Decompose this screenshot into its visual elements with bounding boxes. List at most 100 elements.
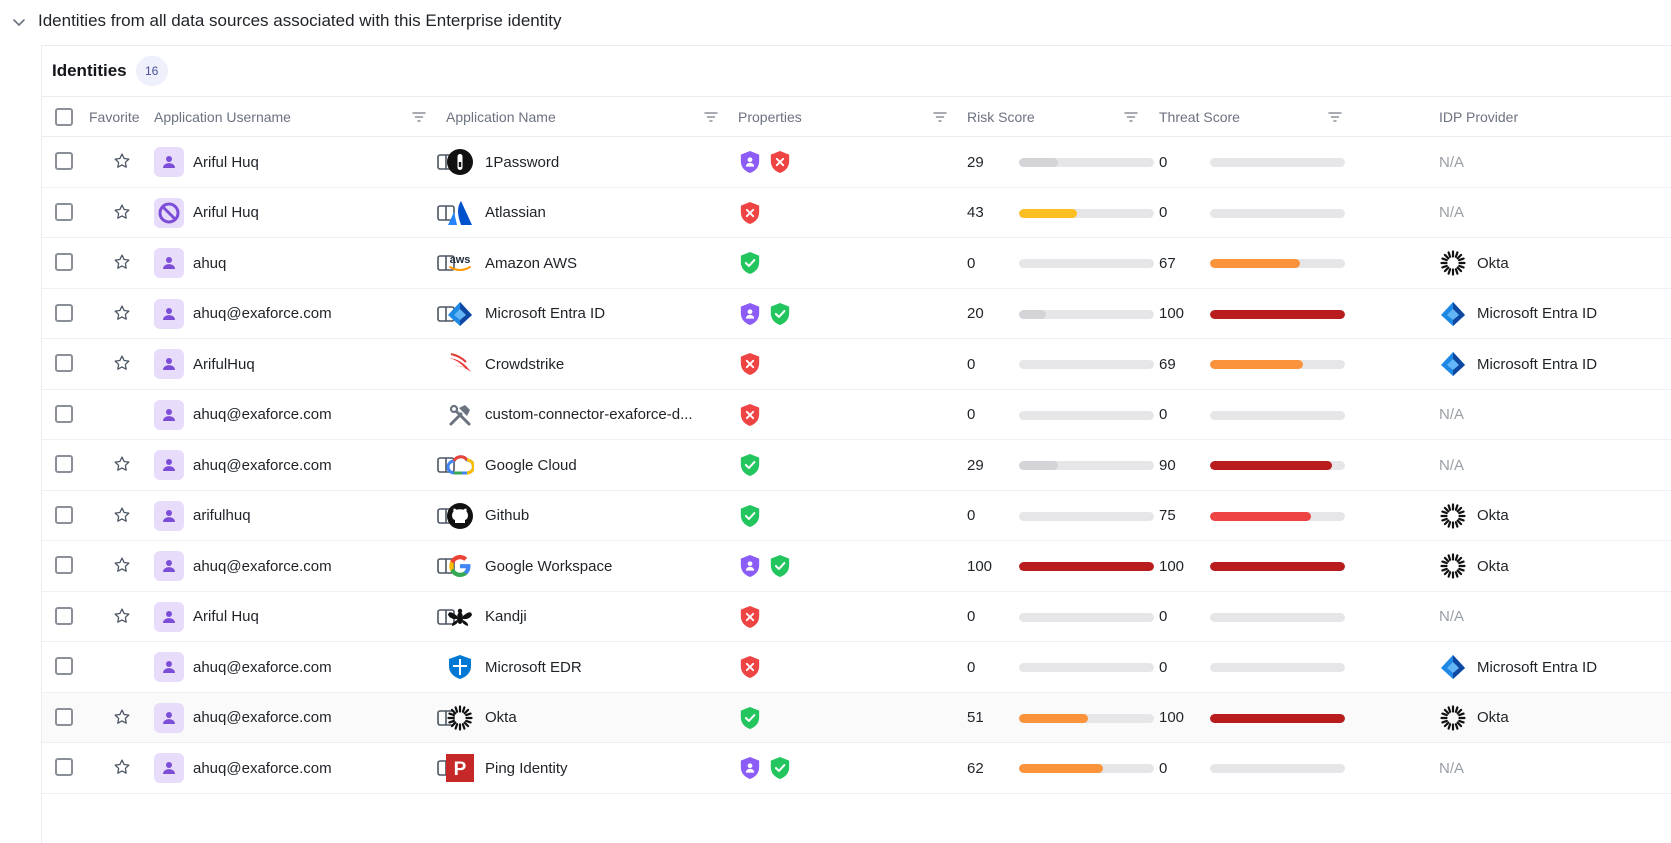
risk-score-bar bbox=[1019, 309, 1154, 319]
column-header-favorite[interactable]: Favorite bbox=[89, 109, 140, 125]
star-icon[interactable] bbox=[113, 203, 131, 221]
star-icon[interactable] bbox=[113, 506, 131, 524]
threat-score-value: 0 bbox=[1159, 759, 1168, 777]
side-panel-icon[interactable] bbox=[437, 254, 455, 272]
app-username-cell[interactable]: Ariful Huq bbox=[154, 188, 259, 238]
table-row[interactable]: ahuq@exaforce.com Google Cloud 29 90 N/A bbox=[42, 440, 1671, 491]
table-row[interactable]: ahuq@exaforce.com custom-connector-exafor… bbox=[42, 390, 1671, 440]
row-checkbox[interactable] bbox=[55, 606, 73, 625]
shield-x-icon bbox=[770, 151, 790, 173]
table-row[interactable]: arifulhuq Github 0 75 Okta bbox=[42, 491, 1671, 541]
app-name-cell[interactable]: Google Workspace bbox=[446, 541, 612, 591]
app-name-cell[interactable]: Microsoft EDR bbox=[446, 642, 582, 692]
app-name-cell[interactable]: Github bbox=[446, 491, 529, 541]
table-row[interactable]: Ariful Huq Atlassian 43 0 N/A bbox=[42, 188, 1671, 238]
idp-provider-text: Microsoft Entra ID bbox=[1477, 305, 1598, 322]
side-panel-icon[interactable] bbox=[437, 557, 455, 575]
app-username-cell[interactable]: ahuq@exaforce.com bbox=[154, 693, 332, 743]
row-checkbox[interactable] bbox=[55, 354, 73, 372]
star-icon[interactable] bbox=[113, 455, 131, 473]
shield-x-icon bbox=[740, 403, 760, 426]
table-row[interactable]: ahuq@exaforce.com Microsoft EDR 0 0 Microsof… bbox=[42, 642, 1671, 693]
app-username-cell[interactable]: ahuq@exaforce.com bbox=[154, 541, 332, 591]
row-checkbox[interactable] bbox=[55, 556, 73, 574]
column-header-properties[interactable]: Properties bbox=[738, 109, 802, 125]
tools-logo-icon bbox=[446, 401, 474, 429]
star-icon[interactable] bbox=[113, 253, 131, 271]
app-username-cell[interactable]: ahuq@exaforce.com bbox=[154, 743, 332, 793]
svg-text:aws: aws bbox=[450, 254, 471, 266]
table-row[interactable]: ahuq@exaforce.com Okta 51 100 Okta bbox=[42, 692, 1671, 743]
app-name-cell[interactable]: Google Cloud bbox=[446, 440, 577, 490]
app-name-cell[interactable]: 1Password bbox=[446, 137, 559, 187]
threat-score-value: 0 bbox=[1159, 204, 1168, 221]
app-name-cell[interactable]: Atlassian bbox=[446, 188, 546, 238]
row-checkbox[interactable] bbox=[55, 303, 73, 322]
chevron-down-icon[interactable] bbox=[11, 14, 27, 30]
app-username-cell[interactable]: Ariful Huq bbox=[154, 137, 259, 187]
risk-score-value: 29 bbox=[967, 153, 984, 171]
app-username-cell[interactable]: ahuq@exaforce.com bbox=[154, 390, 332, 440]
app-name-cell[interactable]: Crowdstrike bbox=[446, 339, 564, 389]
risk-score-value: 0 bbox=[967, 507, 976, 524]
column-header-app-username[interactable]: Application Username bbox=[154, 109, 291, 125]
app-name-cell[interactable]: aws Amazon AWS bbox=[446, 238, 577, 288]
row-checkbox[interactable] bbox=[55, 758, 73, 776]
side-panel-icon[interactable] bbox=[437, 456, 455, 474]
app-name-cell[interactable]: custom-connector-exaforce-d... bbox=[446, 390, 693, 440]
table-row[interactable]: ahuq aws Amazon AWS 0 67 Okta bbox=[42, 238, 1671, 289]
column-header-risk-score[interactable]: Risk Score bbox=[967, 109, 1035, 125]
filter-icon[interactable] bbox=[1123, 109, 1139, 125]
star-icon[interactable] bbox=[113, 354, 131, 372]
filter-icon[interactable] bbox=[932, 109, 948, 125]
column-header-threat-score[interactable]: Threat Score bbox=[1159, 109, 1240, 125]
app-username-cell[interactable]: ahuq@exaforce.com bbox=[154, 642, 332, 692]
row-checkbox[interactable] bbox=[55, 202, 73, 221]
table-row[interactable]: Ariful Huq 1Password 29 0 N/A bbox=[42, 137, 1671, 188]
app-username-cell[interactable]: ahuq@exaforce.com bbox=[154, 289, 332, 339]
star-icon[interactable] bbox=[113, 304, 131, 322]
star-icon[interactable] bbox=[113, 607, 131, 625]
table-header-row: Favorite Application Username Applicatio… bbox=[42, 96, 1671, 137]
filter-icon[interactable] bbox=[703, 109, 719, 125]
row-checkbox[interactable] bbox=[55, 152, 73, 170]
column-header-idp-provider[interactable]: IDP Provider bbox=[1439, 109, 1519, 125]
row-checkbox[interactable] bbox=[55, 455, 73, 473]
row-checkbox[interactable] bbox=[55, 505, 73, 524]
row-checkbox[interactable] bbox=[55, 657, 73, 675]
row-checkbox[interactable] bbox=[55, 404, 73, 423]
table-row[interactable]: ahuq@exaforce.com Microsoft Entra ID 20 100… bbox=[42, 289, 1671, 339]
filter-icon[interactable] bbox=[411, 109, 427, 125]
app-name-cell[interactable]: P Ping Identity bbox=[446, 743, 568, 793]
star-icon[interactable] bbox=[113, 708, 131, 726]
threat-score-bar-fill bbox=[1210, 309, 1345, 319]
star-icon[interactable] bbox=[113, 556, 131, 574]
panel-header: Identities 16 bbox=[52, 56, 168, 86]
select-all-checkbox[interactable] bbox=[55, 108, 73, 126]
app-username-cell[interactable]: arifulhuq bbox=[154, 491, 251, 541]
table-row[interactable]: ArifulHuq Crowdstrike 0 69 Microsoft Entra I… bbox=[42, 339, 1671, 390]
filter-icon[interactable] bbox=[1327, 109, 1343, 125]
user-icon bbox=[160, 406, 178, 424]
avatar bbox=[154, 753, 184, 783]
svg-text:P: P bbox=[454, 759, 467, 780]
app-name-cell[interactable]: Okta bbox=[446, 693, 517, 743]
table-row[interactable]: Ariful Huq Kandji 0 0 N/A bbox=[42, 592, 1671, 642]
section-header[interactable]: Identities from all data sources associa… bbox=[0, 0, 1671, 44]
row-checkbox[interactable] bbox=[55, 707, 73, 726]
column-header-app-name[interactable]: Application Name bbox=[446, 109, 556, 125]
star-icon[interactable] bbox=[113, 152, 131, 170]
table-row[interactable]: ahuq@exaforce.com P Ping Identity 62 0 N/A bbox=[42, 743, 1671, 794]
1password-logo-icon bbox=[446, 148, 474, 176]
app-username-cell[interactable]: ahuq bbox=[154, 238, 226, 288]
row-checkbox[interactable] bbox=[55, 253, 73, 271]
properties-cell bbox=[739, 592, 769, 642]
app-username-cell[interactable]: Ariful Huq bbox=[154, 592, 259, 642]
threat-score-bar bbox=[1210, 259, 1345, 268]
table-row[interactable]: ahuq@exaforce.com Google Workspace 100 100 O… bbox=[42, 541, 1671, 592]
app-username-cell[interactable]: ArifulHuq bbox=[154, 339, 255, 389]
app-username-cell[interactable]: ahuq@exaforce.com bbox=[154, 440, 332, 490]
app-name-cell[interactable]: Kandji bbox=[446, 592, 527, 642]
app-name-cell[interactable]: Microsoft Entra ID bbox=[446, 289, 605, 339]
star-icon[interactable] bbox=[113, 758, 131, 776]
